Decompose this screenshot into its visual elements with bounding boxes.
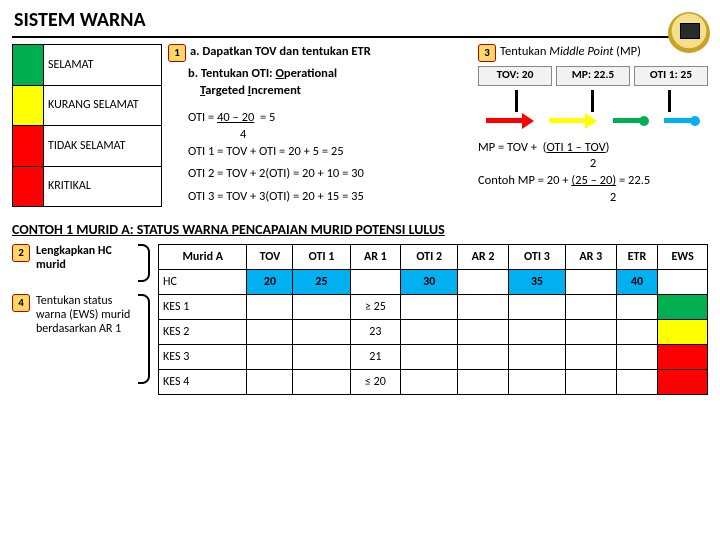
ews-cell (658, 295, 708, 320)
pill-mp: MP: 22.5 (556, 66, 630, 86)
color-legend: SELAMAT KURANG SELAMAT TIDAK SELAMAT KRI… (12, 44, 162, 207)
pill-oti1: OTI 1: 25 (634, 66, 708, 86)
table-row: KES 2 23 (159, 320, 708, 345)
table-header-row: Murid A TOV OTI 1 AR 1 OTI 2 AR 2 OTI 3 … (159, 245, 708, 270)
hc-tov: 20 (247, 270, 293, 295)
mp-div1: 2 (478, 156, 708, 173)
col-etr: ETR (616, 245, 658, 270)
hc-ar3 (565, 270, 616, 295)
swatch-selamat (13, 45, 44, 86)
mp-formula-1: MP = TOV + (OTI 1 – TOV) (478, 140, 708, 157)
hc-ews (658, 270, 708, 295)
pill-bar: TOV: 20 MP: 22.5 OTI 1: 25 (478, 66, 708, 86)
arrow-red (486, 113, 534, 129)
col-ar2: AR 2 (458, 245, 509, 270)
ews-cell (658, 320, 708, 345)
arrow-green (613, 116, 649, 126)
step-number-1: 1 (168, 44, 186, 62)
step3-block: 3 Tentukan Middle Point (MP) TOV: 20 MP:… (478, 44, 708, 207)
page-title: SISTEM WARNA (14, 8, 720, 32)
oti2-line: OTI 2 = TOV + 2(OTI) = 20 + 10 = 30 (188, 166, 472, 183)
hc-oti2: 30 (401, 270, 458, 295)
col-tov: TOV (247, 245, 293, 270)
pill-tov: TOV: 20 (478, 66, 552, 86)
oti1-line: OTI 1 = TOV + OTI = 20 + 5 = 25 (188, 144, 472, 161)
col-ar3: AR 3 (565, 245, 616, 270)
side-steps: 2 Lengkapkan HC murid 4 Tentukan status … (12, 244, 150, 396)
step-number-4: 4 (12, 294, 30, 312)
step3-title: Tentukan Middle Point (MP) (500, 44, 641, 62)
swatch-kurang (13, 85, 44, 126)
table-row: KES 4 ≤ 20 (159, 370, 708, 395)
oti3-line: OTI 3 = TOV + 3(OTI) = 20 + 15 = 35 (188, 189, 472, 206)
hc-ar2 (458, 270, 509, 295)
data-table-wrap: Murid A TOV OTI 1 AR 1 OTI 2 AR 2 OTI 3 … (158, 244, 708, 396)
mp-formula-2: Contoh MP = 20 + (25 – 20) = 22.5 (478, 173, 708, 190)
ews-cell (658, 345, 708, 370)
col-oti3: OTI 3 (508, 245, 565, 270)
col-ews: EWS (658, 245, 708, 270)
col-oti2: OTI 2 (401, 245, 458, 270)
section2-heading: CONTOH 1 MURID A: STATUS WARNA PENCAPAIA… (12, 221, 708, 238)
data-table: Murid A TOV OTI 1 AR 1 OTI 2 AR 2 OTI 3 … (158, 244, 708, 395)
col-murid: Murid A (159, 245, 247, 270)
oti-div: 4 (240, 127, 472, 144)
hc-etr: 40 (616, 270, 658, 295)
swatch-kritikal (13, 166, 44, 207)
ews-cell (658, 370, 708, 395)
col-oti1: OTI 1 (293, 245, 350, 270)
bracket-icon (138, 244, 150, 282)
bottom-section: 2 Lengkapkan HC murid 4 Tentukan status … (0, 244, 720, 396)
legend-label: SELAMAT (44, 45, 162, 86)
swatch-tidak (13, 126, 44, 167)
hc-oti3: 35 (508, 270, 565, 295)
step1-a: a. Dapatkan TOV dan tentukan ETR (190, 44, 371, 61)
arrow-blue (664, 116, 700, 126)
hc-label: HC (159, 270, 247, 295)
table-row: KES 1 ≥ 25 (159, 295, 708, 320)
oti-formula: OTI = 40 – 20 = 5 (188, 110, 472, 127)
table-row-hc: HC 20 25 30 35 40 (159, 270, 708, 295)
step-number-2: 2 (12, 244, 30, 262)
legend-label: TIDAK SELAMAT (44, 126, 162, 167)
table-row: KES 3 21 (159, 345, 708, 370)
side-text-4: Tentukan status warna (EWS) murid berdas… (36, 294, 130, 336)
mp-div2: 2 (518, 190, 708, 207)
tick-marks (478, 90, 708, 112)
arrow-row (478, 110, 708, 132)
step1-b-expand: O (275, 66, 283, 81)
side-text-2: Lengkapkan HC murid (36, 244, 112, 272)
step1-b-label: b. Tentukan OTI: (188, 66, 273, 81)
hc-ar1 (350, 270, 401, 295)
arrow-yellow (549, 113, 597, 129)
step1-block: 1 a. Dapatkan TOV dan tentukan ETR b. Te… (168, 44, 472, 207)
crest-icon (668, 12, 710, 54)
top-section: SELAMAT KURANG SELAMAT TIDAK SELAMAT KRI… (0, 44, 720, 207)
col-ar1: AR 1 (350, 245, 401, 270)
legend-label: KRITIKAL (44, 166, 162, 207)
bracket-icon (138, 294, 150, 384)
hc-oti1: 25 (293, 270, 350, 295)
divider (12, 36, 708, 38)
step-number-3: 3 (478, 44, 496, 62)
legend-label: KURANG SELAMAT (44, 85, 162, 126)
